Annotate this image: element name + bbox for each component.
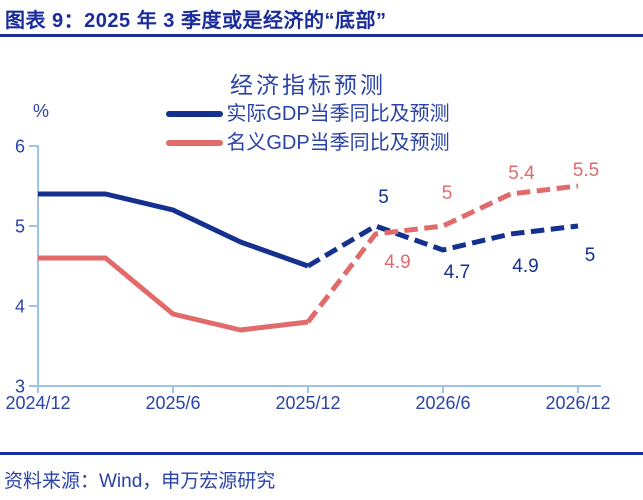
- y-tick-label: 3: [15, 377, 25, 397]
- legend-item-real-gdp: 实际GDP当季同比及预测: [166, 103, 450, 125]
- chart-legend: 实际GDP当季同比及预测 名义GDP当季同比及预测: [38, 103, 578, 154]
- figure-title: 图表 9：2025 年 3 季度或是经济的“底部”: [5, 10, 387, 32]
- header-divider: [0, 34, 643, 37]
- legend-label-nominal-gdp: 名义GDP当季同比及预测: [226, 132, 450, 154]
- x-tick-label: 2026/12: [545, 393, 610, 413]
- real-gdp-data-label: 5: [585, 245, 596, 266]
- nominal-gdp-data-label: 5.4: [508, 163, 535, 184]
- real-gdp-line-swatch: [166, 111, 224, 117]
- nominal-gdp-data-label: 5.5: [573, 160, 599, 181]
- x-tick-label: 2025/6: [145, 393, 200, 413]
- real-gdp-line-forecast: [306, 223, 579, 269]
- legend-item-nominal-gdp: 名义GDP当季同比及预测: [166, 132, 450, 154]
- real-gdp-line-actual: [38, 191, 309, 269]
- nominal-gdp-line-swatch: [166, 140, 224, 146]
- nominal-gdp-data-label: 5: [442, 183, 453, 204]
- real-gdp-data-label: 4.7: [444, 262, 470, 283]
- nominal-gdp-line-forecast: [306, 183, 579, 324]
- source-note: 资料来源：Wind，申万宏源研究: [4, 471, 276, 492]
- nominal-gdp-line-actual: [38, 255, 309, 333]
- x-tick-label: 2026/6: [415, 393, 470, 413]
- real-gdp-data-label: 5: [378, 187, 389, 208]
- y-tick-label: 6: [15, 137, 25, 157]
- legend-label-real-gdp: 实际GDP当季同比及预测: [226, 103, 450, 125]
- y-axis-unit-label: %: [33, 101, 50, 121]
- y-tick-label: 5: [15, 217, 25, 237]
- nominal-gdp-data-label: 4.9: [384, 252, 410, 273]
- x-tick-label: 2024/12: [5, 393, 70, 413]
- chart-title: 经济指标预测: [230, 72, 386, 98]
- x-tick-label: 2025/12: [275, 393, 340, 413]
- real-gdp-data-label: 4.9: [512, 256, 538, 277]
- footer-divider: [0, 452, 643, 455]
- y-tick-label: 4: [15, 297, 25, 317]
